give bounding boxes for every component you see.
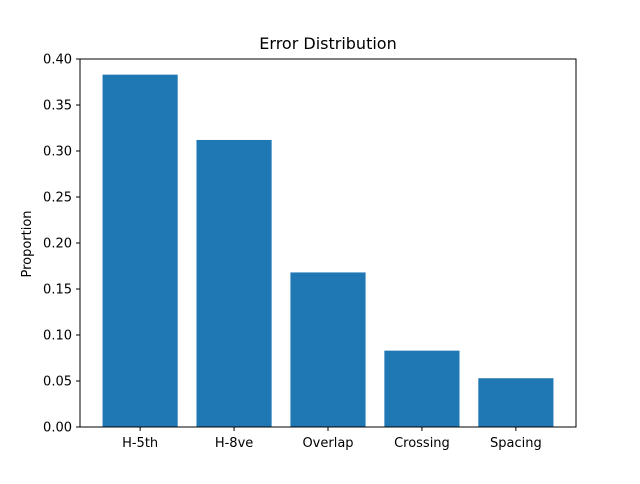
bar-h-8ve (196, 139, 272, 427)
x-tick-label: Crossing (394, 436, 450, 451)
y-tick-label: 0.35 (43, 99, 72, 114)
y-tick-label: 0.10 (43, 329, 72, 344)
x-tick-label: H-8ve (215, 436, 253, 451)
x-tick-label: Overlap (302, 436, 353, 451)
bar-overlap (290, 272, 366, 427)
y-tick-label: 0.05 (43, 375, 72, 390)
y-tick-label: 0.30 (43, 145, 72, 160)
plot-frame (79, 58, 577, 428)
bar-crossing (384, 350, 460, 427)
x-tick-label: H-5th (122, 436, 158, 451)
bars-group (102, 74, 554, 427)
y-axis: 0.00 0.05 0.10 0.15 0.20 0.25 0.30 0.35 0.40 (43, 53, 80, 436)
y-tick-label: 0.20 (43, 237, 72, 252)
y-tick-label: 0.25 (43, 191, 72, 206)
x-tick-label: Spacing (490, 436, 542, 451)
y-tick-label: 0.40 (43, 53, 72, 68)
bar-h-5th (102, 74, 178, 427)
bar-spacing (478, 378, 554, 427)
y-axis-label: Proportion (20, 210, 35, 277)
x-axis: H-5th H-8ve Overlap Crossing Spacing (122, 427, 542, 451)
chart-title: Error Distribution (259, 34, 396, 53)
y-tick-label: 0.00 (43, 421, 72, 436)
y-tick-label: 0.15 (43, 283, 72, 298)
